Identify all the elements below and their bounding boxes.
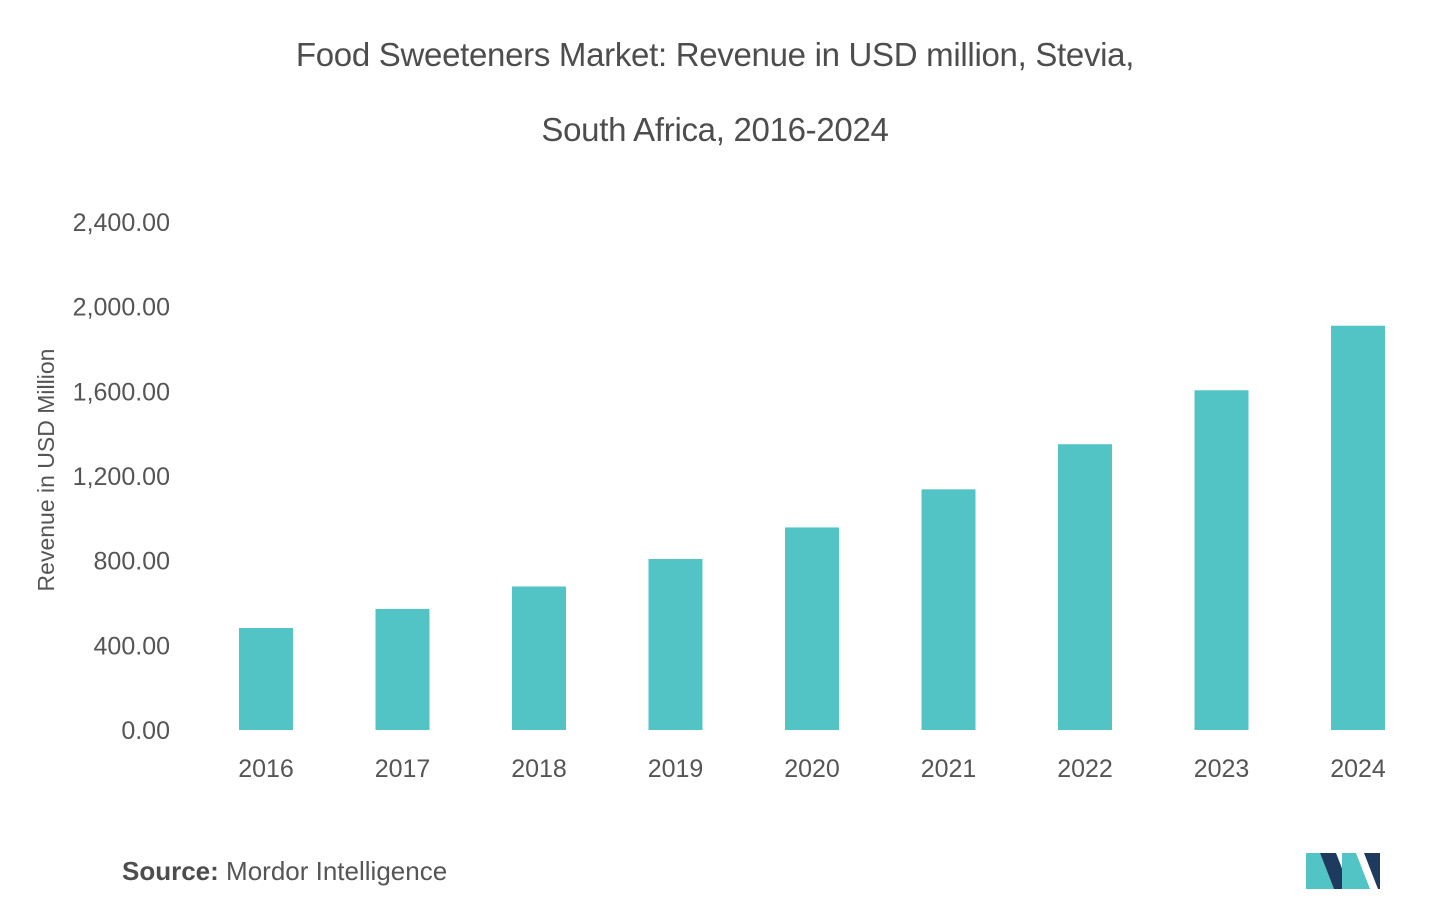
y-axis-title: Revenue in USD Million: [33, 349, 59, 592]
y-axis-title-group: Revenue in USD Million: [33, 349, 59, 592]
x-tick-label: 2020: [784, 755, 840, 783]
y-tick-labels: 0.00 400.00 800.00 1,200.00 1,600.00 2,000.00…: [73, 209, 170, 745]
y-tick-label: 1,200.00: [73, 463, 170, 491]
x-tick-labels: 2016 2017 2018 2019 2020 2021 2022 2023 2024: [238, 755, 1386, 783]
x-tick-label: 2023: [1194, 755, 1250, 783]
chart-title-line1: Food Sweeteners Market: Revenue in USD m…: [295, 36, 1135, 73]
y-tick-label: 800.00: [94, 548, 170, 576]
bar: [1331, 325, 1385, 730]
source-label: Source:: [122, 856, 219, 886]
bars: [239, 325, 1385, 730]
y-tick-label: 2,400.00: [73, 209, 170, 237]
x-tick-label: 2016: [238, 755, 294, 783]
x-tick-label: 2024: [1330, 755, 1386, 783]
bar: [1194, 390, 1249, 730]
y-tick-label: 400.00: [94, 632, 170, 660]
x-tick-label: 2018: [511, 755, 567, 783]
bar: [921, 489, 976, 730]
source-text: Mordor Intelligence: [226, 856, 448, 886]
chart-title-line2: South Africa, 2016-2024: [541, 111, 889, 148]
bar: [648, 558, 703, 730]
x-tick-label: 2021: [921, 755, 977, 783]
bar: [375, 608, 430, 730]
bar-chart: Revenue in USD Million 0.00 400.00 800.00 1…: [33, 209, 1386, 783]
mordor-intelligence-logo-icon: [1306, 853, 1380, 889]
x-tick-label: 2017: [375, 755, 431, 783]
bar: [785, 527, 839, 730]
bar: [512, 586, 566, 730]
x-tick-label: 2022: [1057, 755, 1113, 783]
y-tick-label: 1,600.00: [73, 378, 170, 406]
source-note: Source: Mordor Intelligence: [122, 856, 447, 887]
x-tick-label: 2019: [648, 755, 704, 783]
bar: [1058, 444, 1112, 730]
y-tick-label: 0.00: [121, 717, 170, 745]
bar: [239, 627, 293, 730]
y-tick-label: 2,000.00: [73, 294, 170, 322]
